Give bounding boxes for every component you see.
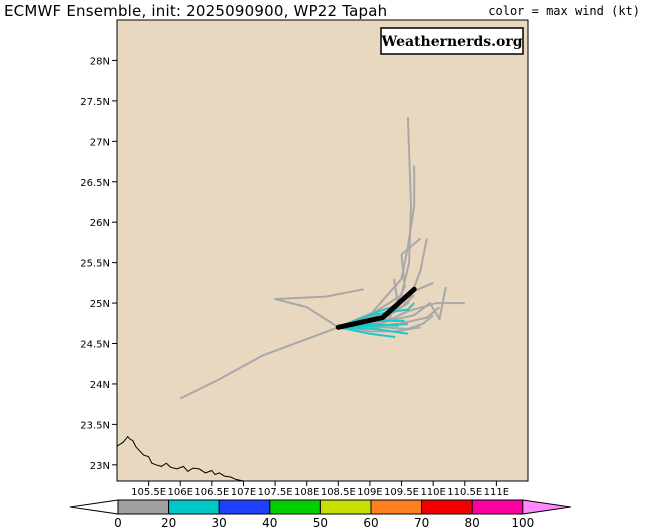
colorbar-overflow <box>522 499 571 515</box>
colorbar-label: 20 <box>161 516 176 530</box>
colorbar-label: 0 <box>114 516 122 530</box>
colorbar-label: 80 <box>465 516 480 530</box>
ensemble-track <box>274 288 364 329</box>
lon-tick-label: 109E <box>357 487 382 498</box>
lon-tick-label: 110.5E <box>447 487 482 498</box>
colorbar-segment <box>370 499 423 515</box>
chart-title: ECMWF Ensemble, init: 2025090900, WP22 T… <box>4 2 388 20</box>
lon-tick-label: 107.5E <box>258 487 293 498</box>
ensemble-track <box>179 326 339 400</box>
ensemble-mean-track <box>335 286 417 330</box>
lat-tick-label: 24.5N <box>80 340 110 351</box>
lat-tick-label: 23N <box>90 461 110 472</box>
lat-tick-label: 27N <box>90 137 110 148</box>
wind-colorbar: 0 20 30 40 50 60 70 80 100 <box>69 499 571 530</box>
colorbar-segment <box>421 499 473 515</box>
lat-tick-label: 27.5N <box>80 97 110 108</box>
colorbar-segment <box>269 499 321 515</box>
coastline <box>117 435 244 481</box>
ensemble-track-tropical-storm <box>338 326 396 338</box>
lon-tick-label: 108.5E <box>321 487 356 498</box>
colorbar-label: 60 <box>363 516 378 530</box>
lon-tick-label: 108E <box>294 487 319 498</box>
ensemble-track <box>338 286 447 329</box>
lon-tick-label: 105.5E <box>131 487 166 498</box>
lat-tick-label: 28N <box>90 56 110 67</box>
longitude-axis: 105.5E 106E 106.5E 107E 107.5E 108E 108.5E 109E… <box>131 481 509 498</box>
color-legend-note: color = max wind (kt) <box>488 4 640 18</box>
lon-tick-label: 107E <box>231 487 256 498</box>
lat-tick-label: 25N <box>90 299 110 310</box>
lat-tick-label: 25.5N <box>80 259 110 270</box>
colorbar-label: 50 <box>313 516 328 530</box>
lon-tick-label: 109.5E <box>384 487 419 498</box>
colorbar-segment <box>168 499 220 515</box>
colorbar-label: 40 <box>262 516 277 530</box>
colorbar-segment <box>117 499 170 515</box>
map-frame <box>116 19 529 482</box>
lat-tick-label: 26N <box>90 218 110 229</box>
colorbar-underflow <box>69 499 119 515</box>
lon-tick-label: 111E <box>484 487 509 498</box>
lat-tick-label: 24N <box>90 380 110 391</box>
ensemble-track <box>338 326 421 333</box>
colorbar-segment <box>218 499 271 515</box>
watermark-text: Weathernerds.org <box>381 34 523 50</box>
colorbar-label: 30 <box>212 516 227 530</box>
colorbar-label: 100 <box>511 516 534 530</box>
colorbar-segment <box>319 499 372 515</box>
latitude-axis: 23N 23.5N 24N 24.5N 25N 25.5N 26N 26.5N 27N 27.5N… <box>80 56 117 472</box>
colorbar-segment <box>471 499 524 515</box>
ensemble-track-tropical-storm <box>338 326 409 335</box>
lat-tick-label: 26.5N <box>80 178 110 189</box>
lon-tick-label: 110E <box>420 487 445 498</box>
lon-tick-label: 106.5E <box>194 487 229 498</box>
watermark-box <box>380 27 524 55</box>
colorbar-label: 70 <box>414 516 429 530</box>
map-background <box>116 19 529 482</box>
lat-tick-label: 23.5N <box>80 420 110 431</box>
lon-tick-label: 106E <box>168 487 193 498</box>
